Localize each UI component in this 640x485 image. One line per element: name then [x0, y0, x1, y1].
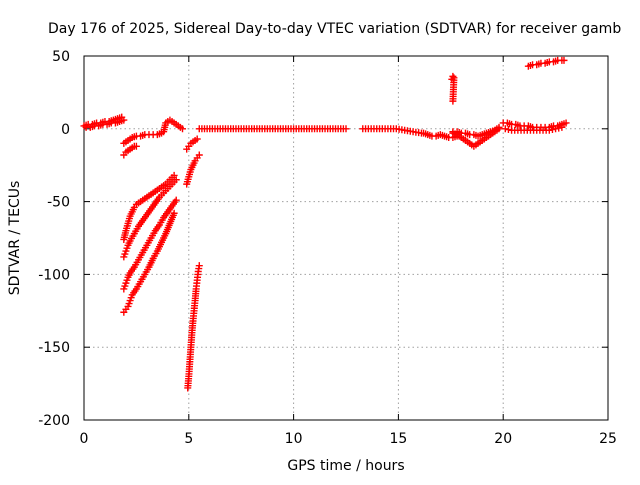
data-point [193, 135, 201, 143]
marks-layer [80, 56, 570, 392]
data-point [170, 171, 178, 179]
data-point [501, 125, 509, 133]
data-point [179, 125, 187, 133]
x-tick-label: 25 [599, 431, 617, 447]
y-tick-label: -100 [38, 267, 70, 283]
y-tick-label: -50 [47, 195, 70, 211]
data-point [342, 125, 350, 133]
x-tick-label: 0 [80, 431, 89, 447]
x-tick-labels: 0 5 10 15 20 25 [80, 431, 617, 447]
x-tick-label: 10 [285, 431, 303, 447]
data-point [504, 126, 512, 134]
data-point [552, 125, 560, 133]
data-point [132, 142, 140, 150]
chart-title: Day 176 of 2025, Sidereal Day-to-day VTE… [48, 21, 621, 37]
data-point [449, 72, 457, 80]
y-tick-label: -200 [38, 413, 70, 429]
data-point [195, 262, 203, 270]
y-tick-label: -150 [38, 340, 70, 356]
data-point [562, 119, 570, 127]
data-point [558, 123, 566, 131]
y-axis-label: SDTVAR / TECUs [7, 181, 23, 296]
data-point [545, 126, 553, 134]
y-tick-labels: 50 0 -50 -100 -150 -200 [38, 49, 70, 429]
y-tick-label: 50 [52, 49, 70, 65]
x-axis-label: GPS time / hours [287, 458, 404, 474]
x-tick-label: 5 [184, 431, 193, 447]
tick-layer [83, 55, 609, 421]
x-tick-label: 15 [389, 431, 407, 447]
data-point [120, 116, 128, 124]
data-point [560, 56, 568, 64]
y-tick-label: 0 [61, 122, 70, 138]
data-point [170, 209, 178, 217]
data-point [449, 97, 457, 105]
data-point [495, 123, 503, 131]
data-point [555, 124, 563, 132]
x-tick-label: 20 [494, 431, 512, 447]
plot-frame [83, 55, 609, 421]
data-point [172, 176, 180, 184]
data-point [195, 151, 203, 159]
data-point [548, 126, 556, 134]
data-point [172, 196, 180, 204]
